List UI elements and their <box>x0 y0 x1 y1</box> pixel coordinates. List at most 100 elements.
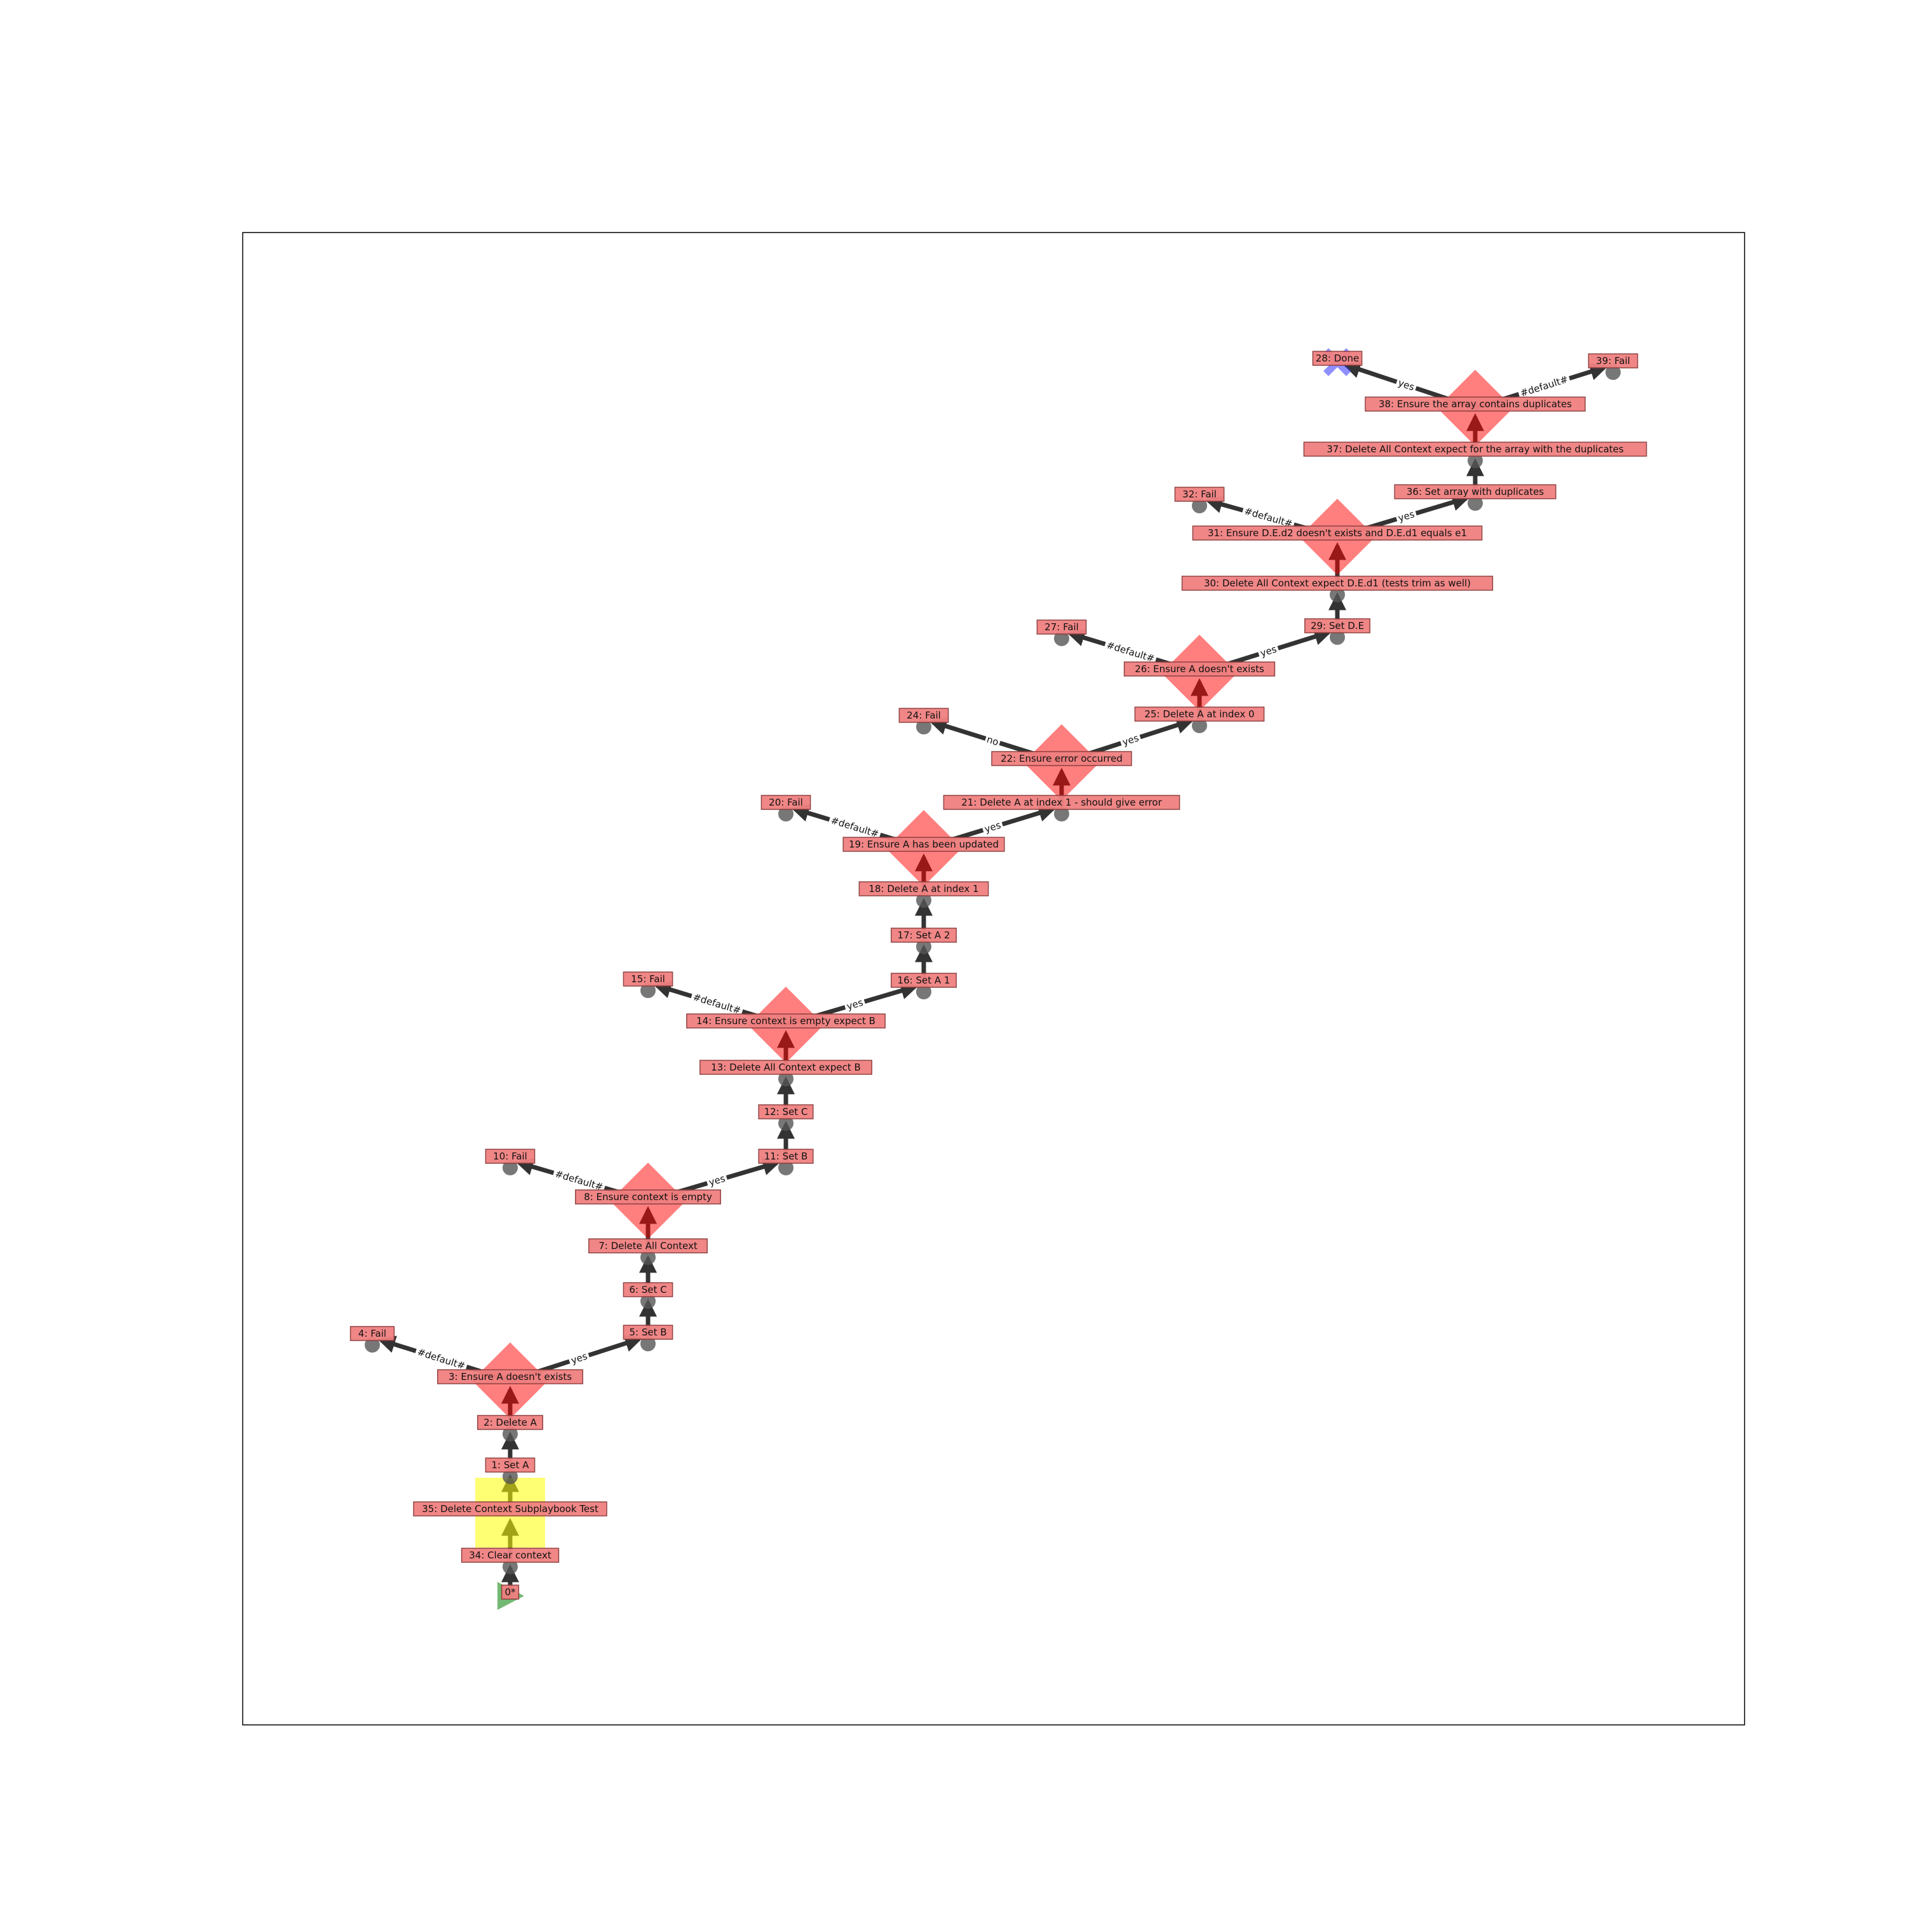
node-2-circle-marker <box>503 1426 518 1442</box>
node-label-box <box>1304 618 1370 633</box>
node-label-box <box>1312 351 1363 366</box>
node-16-circle-marker <box>916 984 931 999</box>
node-label-8-ensure-context-is-empty: 8: Ensure context is empty <box>575 1189 721 1205</box>
node-34-circle-marker <box>503 1559 518 1574</box>
node-label-text: 12: Set C <box>764 1106 808 1118</box>
node-label-26-ensure-a-doesn-t-exists: 26: Ensure A doesn't exists <box>1123 661 1276 677</box>
node-label-text: 0* <box>504 1586 516 1598</box>
node-label-box <box>1303 442 1647 457</box>
node-label-box <box>898 708 949 723</box>
node-label-text: 10: Fail <box>493 1151 527 1162</box>
node-label-box <box>1588 353 1638 368</box>
node-label-box <box>461 1548 560 1563</box>
node-label-text: 21: Delete A at index 1 - should give er… <box>961 797 1162 808</box>
node-label-text: 15: Fail <box>631 973 665 985</box>
node-36-circle-marker <box>1468 496 1483 511</box>
node-label-22-ensure-error-occurred: 22: Ensure error occurred <box>991 751 1132 766</box>
node-label-text: 34: Clear context <box>469 1550 551 1561</box>
node-label-1-set-a: 1: Set A <box>485 1457 536 1473</box>
node-24-circle-marker <box>916 719 931 734</box>
node-label-text: 35: Delete Context Subplaybook Test <box>422 1503 598 1515</box>
node-label-box <box>858 881 989 896</box>
node-label-box <box>501 1584 520 1600</box>
labels-layer: 0* 34: Clear context 35: Delete Context Su… <box>349 351 1647 1600</box>
node-label-29-set-d-e: 29: Set D.E <box>1304 618 1370 633</box>
node-label-text: 4: Fail <box>358 1328 386 1339</box>
edge-label-text: no <box>985 734 1000 748</box>
edge-label-text: #default# <box>416 1346 467 1372</box>
node-label-text: 5: Set B <box>629 1327 666 1338</box>
node-label-box <box>623 1282 673 1297</box>
node-label-text: 25: Delete A at index 0 <box>1144 708 1254 720</box>
edge-label-14-to-16: yes <box>843 996 867 1013</box>
node-label-box <box>588 1238 708 1253</box>
node-37-circle-marker <box>1468 453 1483 468</box>
node-1-circle-marker <box>503 1469 518 1484</box>
node-label-36-set-array-with-duplicates: 36: Set array with duplicates <box>1394 484 1557 499</box>
node-label-box <box>485 1457 536 1473</box>
edge-label-19-to-21: yes <box>981 818 1004 836</box>
node-label-text: 26: Ensure A doesn't exists <box>1135 663 1264 675</box>
node-label-box <box>758 1149 814 1164</box>
node-label-4-fail: 4: Fail <box>349 1326 395 1341</box>
node-label-box <box>891 973 957 988</box>
node-label-text: 1: Set A <box>491 1459 529 1471</box>
edge-label-26-to-27: #default# <box>1103 638 1158 665</box>
node-label-17-set-a-2: 17: Set A 2 <box>891 928 957 943</box>
edge-label-text: yes <box>1121 732 1140 748</box>
node-label-text: 30: Delete All Context expect D.E.d1 (te… <box>1204 578 1471 589</box>
node-label-28-done: 28: Done <box>1312 351 1363 366</box>
node-label-text: 20: Fail <box>769 797 803 808</box>
edge-label-text: #default# <box>554 1168 605 1192</box>
node-label-box <box>1123 661 1276 677</box>
node-39-circle-marker <box>1605 365 1621 380</box>
node-label-text: 39: Fail <box>1596 355 1630 367</box>
edge-label-14-to-15: #default# <box>689 990 745 1017</box>
node-label-box <box>760 795 811 810</box>
edge-label-3-to-4: #default# <box>414 1345 468 1373</box>
edge-label-22-to-24: no <box>983 733 1002 749</box>
node-label-box <box>943 795 1180 810</box>
node-7-circle-marker <box>640 1250 656 1265</box>
node-label-6-set-c: 6: Set C <box>623 1282 673 1297</box>
node-label-box <box>699 1060 872 1075</box>
node-label-text: 11: Set B <box>764 1151 808 1162</box>
node-25-circle-marker <box>1192 718 1207 733</box>
node-label-27-fail: 27: Fail <box>1036 619 1087 635</box>
node-17-circle-marker <box>916 939 931 954</box>
edge-label-3-to-5: yes <box>567 1349 591 1367</box>
node-label-text: 31: Ensure D.E.d2 doesn't exists and D.E… <box>1208 527 1467 539</box>
edge-label-19-to-20: #default# <box>827 814 882 841</box>
node-4-circle-marker <box>365 1337 380 1353</box>
node-label-text: 18: Delete A at index 1 <box>868 883 978 895</box>
node-label-box <box>349 1326 395 1341</box>
node-label-text: 2: Delete A <box>483 1417 537 1428</box>
node-20-circle-marker <box>778 806 794 821</box>
node-label-34-clear-context: 34: Clear context <box>461 1548 560 1563</box>
edge-label-38-to-39: #default# <box>1517 372 1571 400</box>
node-label-35-delete-context-subplaybook-test: 35: Delete Context Subplaybook Test <box>413 1501 607 1517</box>
node-label-text: 19: Ensure A has been updated <box>849 839 999 850</box>
node-label-18-delete-a-at-index-1: 18: Delete A at index 1 <box>858 881 989 896</box>
node-21-circle-marker <box>1054 806 1069 821</box>
node-label-5-set-b: 5: Set B <box>623 1325 673 1340</box>
node-32-circle-marker <box>1192 498 1207 513</box>
node-label-3-ensure-a-doesn-t-exists: 3: Ensure A doesn't exists <box>437 1369 583 1384</box>
node-label-text: 17: Set A 2 <box>898 929 950 941</box>
node-label-box <box>1192 525 1483 541</box>
edge-label-38-to-28: yes <box>1395 376 1418 394</box>
node-label-32-fail: 32: Fail <box>1174 487 1225 502</box>
edges-layer: #default# yes #default# yes #default# yes #def… <box>377 361 1608 1596</box>
node-label-text: 37: Delete All Context expect for the ar… <box>1327 443 1624 455</box>
node-label-31-ensure-d-e-d2-doesn-t-exists-and-d-e-d1-equals-e1: 31: Ensure D.E.d2 doesn't exists and D.E… <box>1192 525 1483 541</box>
node-30-circle-marker <box>1330 587 1345 602</box>
edge-label-text: yes <box>846 997 865 1013</box>
node-label-text: 7: Delete All Context <box>598 1240 698 1252</box>
node-13-circle-marker <box>778 1071 794 1086</box>
node-label-12-set-c: 12: Set C <box>758 1104 814 1119</box>
node-label-text: 36: Set array with duplicates <box>1407 486 1544 497</box>
node-label-box <box>1036 619 1087 635</box>
edge-label-text: #default# <box>692 991 743 1017</box>
node-label-box <box>1365 396 1586 412</box>
